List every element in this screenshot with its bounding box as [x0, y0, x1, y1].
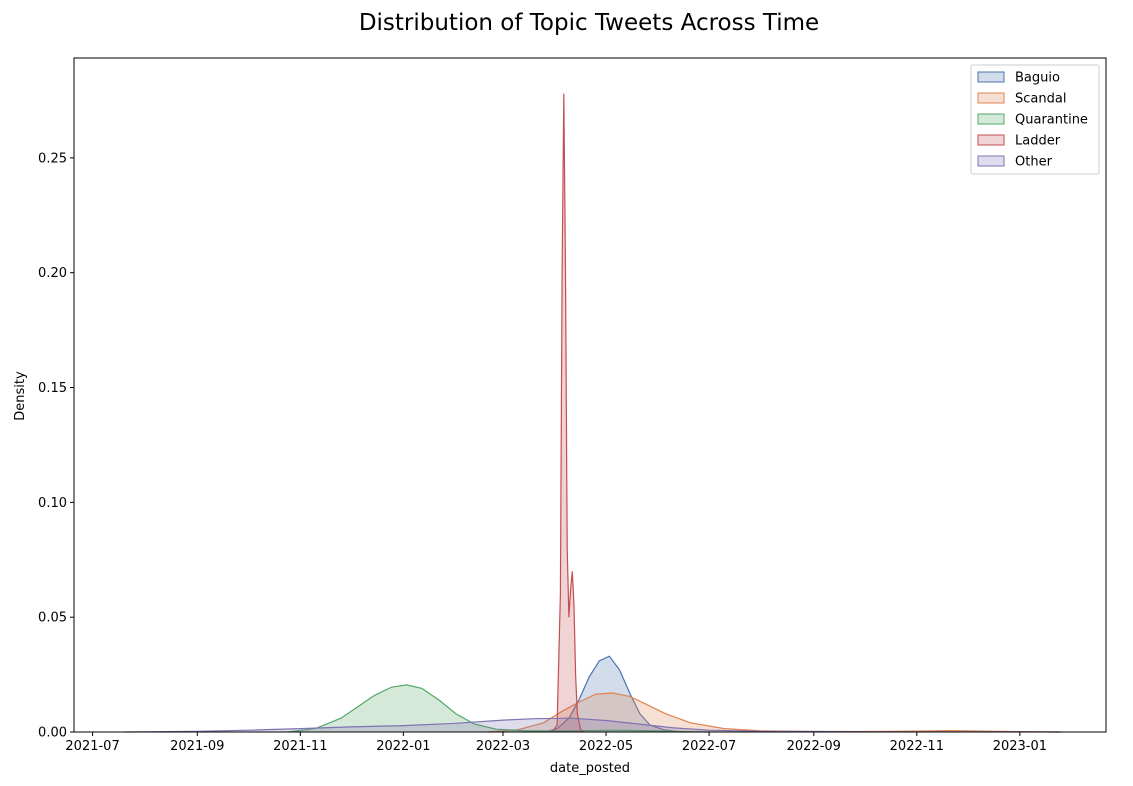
density-area-other [124, 718, 1061, 732]
x-tick-label: 2022-03 [476, 739, 530, 754]
x-tick-label: 2022-11 [890, 739, 944, 754]
legend-label-scandal: Scandal [1015, 92, 1066, 107]
density-area-baguio [545, 656, 683, 732]
plot-areas [124, 93, 1061, 733]
x-tick-label: 2022-09 [787, 739, 841, 754]
density-area-ladder [552, 93, 585, 733]
density-line-ladder [551, 93, 585, 733]
density-area-quarantine [288, 684, 710, 732]
legend-label-other: Other [1015, 155, 1053, 170]
y-axis-label: Density [13, 371, 28, 421]
y-tick-label: 0.20 [38, 266, 67, 281]
y-tick-label: 0.25 [38, 151, 67, 166]
y-tick-label: 0.00 [38, 726, 67, 741]
plot-frame [73, 57, 1107, 733]
density-line-scandal [487, 692, 1061, 733]
y-tick-label: 0.15 [38, 381, 67, 396]
legend-swatch-ladder [977, 134, 1005, 146]
x-tick-label: 2022-05 [579, 739, 633, 754]
legend-label-quarantine: Quarantine [1015, 113, 1088, 128]
density-area-scandal [487, 693, 1061, 732]
x-axis-label: date_posted [550, 761, 630, 776]
x-tick-label: 2023-01 [993, 739, 1047, 754]
legend: Baguio Scandal Quarantine Ladder Other [970, 64, 1100, 175]
x-tick-label: 2022-01 [376, 739, 430, 754]
legend-label-ladder: Ladder [1015, 134, 1061, 149]
chart-title: Distribution of Topic Tweets Across Time [359, 10, 819, 36]
y-axis-ticks: 0.00 0.05 0.10 0.15 0.20 0.25 [38, 151, 74, 741]
legend-box [970, 64, 1100, 175]
y-tick-label: 0.10 [38, 496, 67, 511]
legend-swatch-baguio [977, 71, 1005, 83]
x-tick-label: 2021-07 [65, 739, 119, 754]
density-line-quarantine [288, 684, 710, 733]
legend-swatch-quarantine [977, 113, 1005, 125]
x-tick-label: 2021-09 [170, 739, 224, 754]
legend-swatch-other [977, 155, 1005, 167]
y-tick-label: 0.05 [38, 611, 67, 626]
legend-swatch-scandal [977, 92, 1005, 104]
x-tick-label: 2021-11 [273, 739, 327, 754]
x-tick-label: 2022-07 [682, 739, 736, 754]
legend-label-baguio: Baguio [1015, 71, 1060, 86]
x-axis-ticks: 2021-07 2021-09 2021-11 2022-01 2022-03 2022-… [65, 732, 1047, 754]
